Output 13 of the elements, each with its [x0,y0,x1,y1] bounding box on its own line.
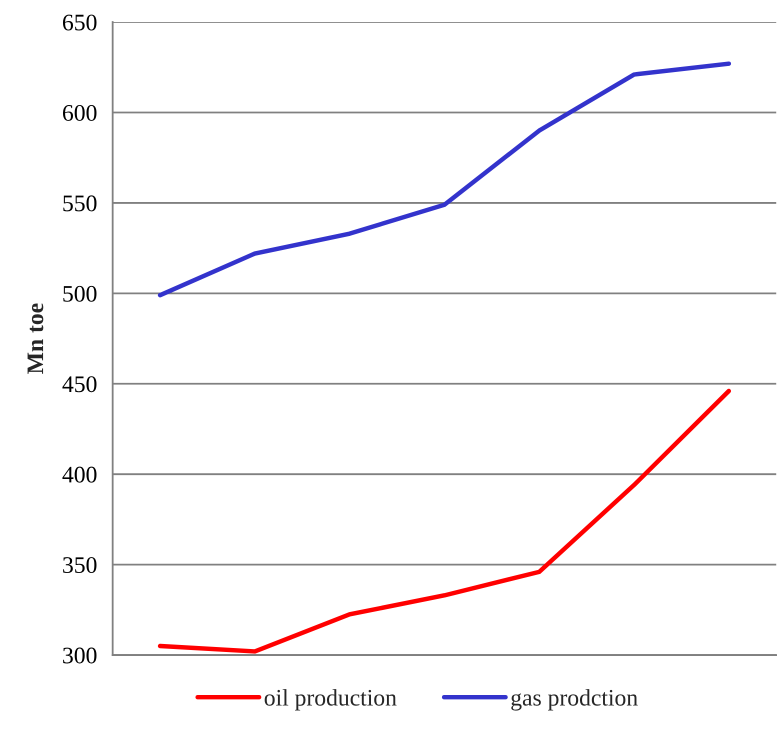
y-tick-label: 450 [62,376,96,392]
y-tick-label: 550 [63,195,96,212]
y-tick-label: 400 [62,466,96,483]
y-tick-label: 600 [62,104,96,121]
y-tick-label: 300 [63,648,96,664]
line-series [158,61,732,298]
line-series [158,388,732,654]
y-tick-label: 500 [63,286,96,302]
y-tick-label: 650 [62,14,96,31]
legend-label: oil production [264,689,397,711]
legend-label: gas prodction [511,689,638,711]
y-tick-label: 350 [63,557,96,574]
y-axis-title: Mn toe [28,303,44,374]
